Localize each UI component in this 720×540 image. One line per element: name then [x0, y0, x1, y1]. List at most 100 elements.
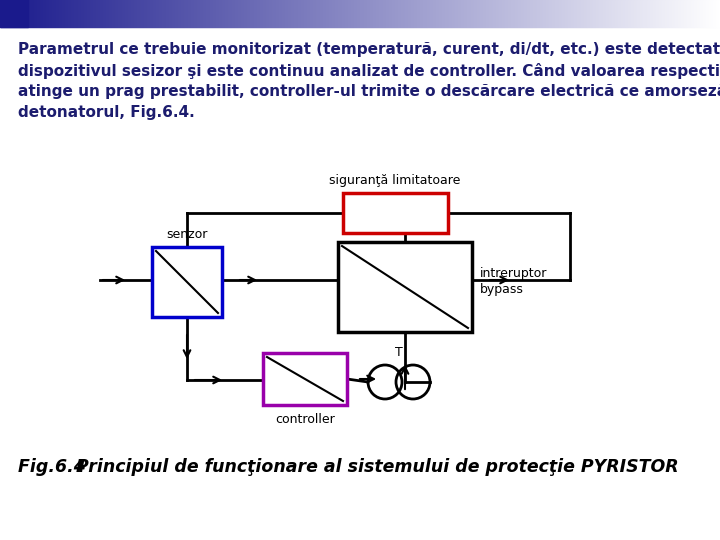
Bar [275, 0, 276, 27]
Bar [281, 0, 282, 27]
Bar [358, 0, 359, 27]
Bar [167, 0, 168, 27]
Bar [551, 0, 552, 27]
Bar [148, 0, 149, 27]
Bar [407, 0, 408, 27]
Bar [624, 0, 625, 27]
Bar [309, 0, 310, 27]
Bar [248, 0, 249, 27]
Bar [87, 0, 88, 27]
Bar [33, 0, 34, 27]
Bar [545, 0, 546, 27]
Bar [390, 0, 391, 27]
Bar [64, 0, 65, 27]
Bar [245, 0, 246, 27]
Bar [385, 0, 386, 27]
Bar [293, 0, 294, 27]
Bar [157, 0, 158, 27]
Bar [317, 0, 318, 27]
Bar [554, 0, 555, 27]
Bar [185, 0, 186, 27]
Bar [494, 0, 495, 27]
Bar [488, 0, 489, 27]
Bar [393, 0, 394, 27]
Bar [323, 0, 324, 27]
Bar [164, 0, 165, 27]
Bar [487, 0, 488, 27]
Bar [105, 0, 106, 27]
Bar [227, 0, 228, 27]
Bar [591, 0, 592, 27]
Bar [714, 0, 715, 27]
Bar [633, 0, 634, 27]
Bar [436, 0, 437, 27]
Bar [262, 0, 263, 27]
Bar [613, 0, 614, 27]
Bar [430, 0, 431, 27]
Bar [239, 0, 240, 27]
Bar [423, 0, 424, 27]
Bar [359, 0, 360, 27]
Bar [639, 0, 640, 27]
Bar [13, 0, 14, 27]
Bar [78, 0, 79, 27]
Bar [496, 0, 497, 27]
Bar [263, 353, 347, 405]
Bar [253, 0, 254, 27]
Bar [90, 0, 91, 27]
Bar [79, 0, 80, 27]
Bar [465, 0, 466, 27]
Bar [254, 0, 255, 27]
Bar [93, 0, 94, 27]
Bar [379, 0, 380, 27]
Bar [55, 0, 56, 27]
Bar [420, 0, 421, 27]
Bar [106, 0, 107, 27]
Bar [584, 0, 585, 27]
Bar [443, 0, 444, 27]
Bar [547, 0, 548, 27]
Bar [415, 0, 416, 27]
Bar [513, 0, 514, 27]
Bar [653, 0, 654, 27]
Bar [97, 0, 98, 27]
Bar [60, 0, 61, 27]
Bar [682, 0, 683, 27]
Bar [244, 0, 245, 27]
Bar [178, 0, 179, 27]
Bar [276, 0, 277, 27]
Bar [424, 0, 425, 27]
Bar [304, 0, 305, 27]
Bar [151, 0, 152, 27]
Bar [467, 0, 468, 27]
Bar [110, 0, 111, 27]
Bar [336, 0, 337, 27]
Bar [72, 0, 73, 27]
Bar [434, 0, 435, 27]
Bar [654, 0, 655, 27]
Bar [122, 0, 123, 27]
Bar [322, 0, 323, 27]
Bar [191, 0, 192, 27]
Bar [710, 0, 711, 27]
Bar [54, 0, 55, 27]
Bar [582, 0, 583, 27]
Bar [491, 0, 492, 27]
Bar [228, 0, 229, 27]
Bar [208, 0, 209, 27]
Bar [202, 0, 203, 27]
Bar [537, 0, 538, 27]
Bar [205, 0, 206, 27]
Bar [492, 0, 493, 27]
Bar [638, 0, 639, 27]
Bar [43, 0, 44, 27]
Bar [0, 0, 28, 27]
Bar [292, 0, 293, 27]
Bar [628, 0, 629, 27]
Bar [576, 0, 577, 27]
Bar [129, 0, 130, 27]
Bar [610, 0, 611, 27]
Bar [222, 0, 223, 27]
Bar [161, 0, 162, 27]
Bar [650, 0, 651, 27]
